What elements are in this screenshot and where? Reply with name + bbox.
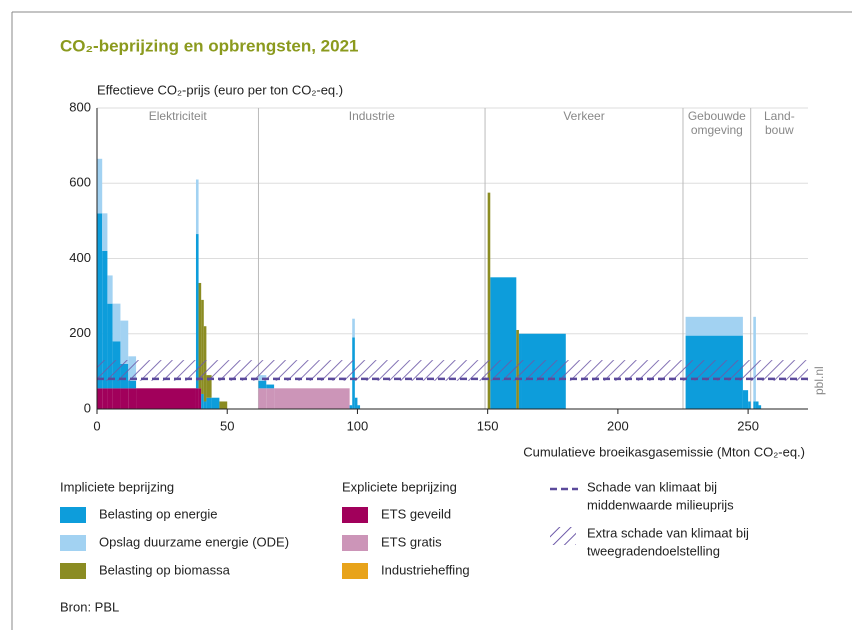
bar <box>352 318 355 338</box>
bar <box>487 192 491 409</box>
bar <box>97 388 103 409</box>
x-tick-label: 250 <box>737 418 759 433</box>
x-tick-label: 200 <box>607 418 629 433</box>
damage-band <box>97 360 808 381</box>
bar <box>685 316 743 336</box>
bar <box>107 388 113 409</box>
bar <box>198 388 202 409</box>
watermark: pbl.nl <box>812 366 826 395</box>
y-tick-label: 200 <box>69 325 91 340</box>
bar <box>753 316 756 402</box>
bar <box>742 390 749 409</box>
legend-swatch <box>60 563 86 579</box>
y-axis-label: Effectieve CO₂-prijs (euro per ton CO₂-e… <box>97 82 343 97</box>
bar <box>354 397 358 409</box>
bar <box>490 277 517 409</box>
bar <box>112 388 121 409</box>
y-tick-label: 600 <box>69 175 91 190</box>
bar <box>258 388 267 409</box>
bar <box>201 299 204 394</box>
bar <box>195 388 199 409</box>
x-tick-label: 100 <box>347 418 369 433</box>
sector-label: Verkeer <box>563 109 604 123</box>
legend-label: Belasting op energie <box>99 506 218 521</box>
bar <box>266 384 275 389</box>
legend-heading: Impliciete beprijzing <box>60 479 174 494</box>
bar <box>128 388 137 409</box>
bar <box>211 397 220 409</box>
legend-label: tweegradendoelstelling <box>587 543 720 558</box>
bar <box>198 282 202 389</box>
legend-swatch <box>60 535 86 551</box>
legend-label: Schade van klimaat bij <box>587 479 717 494</box>
bar <box>195 234 199 389</box>
legend-swatch <box>60 507 86 523</box>
bar <box>102 213 108 251</box>
bar <box>758 405 762 409</box>
bar <box>107 275 113 304</box>
bar <box>203 401 207 409</box>
sector-label: Land- <box>764 109 795 123</box>
legend-label: ETS gratis <box>381 534 442 549</box>
legend-label: ETS geveild <box>381 506 451 521</box>
bar <box>112 303 121 342</box>
bar <box>102 388 108 409</box>
chart-title: CO₂-beprijzing en opbrengsten, 2021 <box>60 36 359 55</box>
bar <box>128 380 137 389</box>
bar <box>357 405 361 409</box>
bar <box>195 179 199 235</box>
x-tick-label: 50 <box>220 418 234 433</box>
sector-label: Elektriciteit <box>149 109 208 123</box>
bar <box>102 250 108 389</box>
bar <box>107 303 113 389</box>
bar <box>97 158 103 214</box>
bar <box>206 375 212 398</box>
x-tick-label: 0 <box>93 418 100 433</box>
sector-label: Industrie <box>349 109 395 123</box>
bar <box>120 388 129 409</box>
legend-swatch <box>342 535 368 551</box>
bar <box>201 393 204 409</box>
bar <box>748 401 751 409</box>
sector-label: bouw <box>765 123 794 137</box>
source: Bron: PBL <box>60 599 119 614</box>
legend-swatch <box>342 507 368 523</box>
bar <box>274 388 350 409</box>
bar <box>120 320 129 364</box>
legend-label: Belasting op biomassa <box>99 562 231 577</box>
bar <box>753 401 756 409</box>
sector-label: Gebouwde <box>688 109 746 123</box>
legend-label: Industrieheffing <box>381 562 470 577</box>
y-tick-label: 800 <box>69 99 91 114</box>
legend-label: middenwaarde milieuprijs <box>587 497 734 512</box>
x-axis-label: Cumulatieve broeikasgasemissie (Mton CO₂… <box>523 444 805 459</box>
bar <box>266 388 275 409</box>
bar <box>206 397 212 409</box>
legend-swatch <box>342 563 368 579</box>
bar <box>349 405 353 409</box>
y-tick-label: 0 <box>84 400 91 415</box>
bar <box>97 213 103 389</box>
legend-heading: Expliciete beprijzing <box>342 479 457 494</box>
sector-label: omgeving <box>691 123 743 137</box>
bar <box>219 401 228 409</box>
legend-label: Extra schade van klimaat bij <box>587 525 749 540</box>
legend-hatch <box>550 527 576 545</box>
y-tick-label: 400 <box>69 250 91 265</box>
legend-label: Opslag duurzame energie (ODE) <box>99 534 289 549</box>
bar <box>755 401 759 409</box>
x-tick-label: 150 <box>477 418 499 433</box>
bar <box>258 380 267 389</box>
bar <box>136 388 196 409</box>
